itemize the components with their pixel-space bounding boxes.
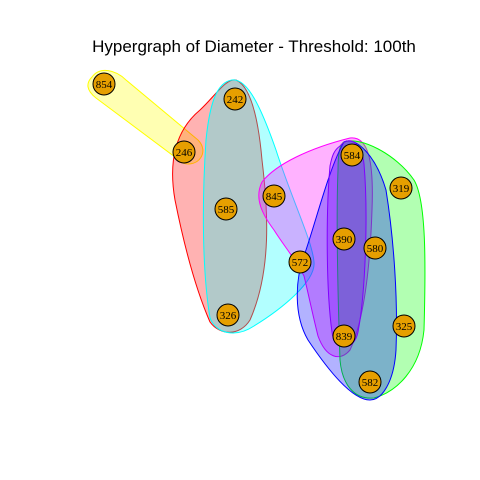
node-label: 325	[396, 321, 413, 333]
node-572: 572	[288, 250, 312, 274]
node-325: 325	[392, 314, 416, 338]
node-circle	[332, 324, 356, 348]
node-circle	[262, 184, 286, 208]
node-label: 390	[336, 234, 353, 246]
node-circle	[332, 227, 356, 251]
node-label: 572	[292, 257, 309, 269]
hyperedge-layer	[87, 69, 426, 401]
node-label: 845	[266, 191, 283, 203]
node-circle	[392, 314, 416, 338]
node-circle	[363, 236, 387, 260]
node-circle	[340, 143, 364, 167]
node-circle	[92, 72, 116, 96]
hyperedge-854-246	[87, 69, 204, 165]
node-label: 854	[96, 79, 113, 91]
hyperedge-584-390-580-839-582	[296, 140, 398, 401]
node-layer: 854 246 242 585 326 845 572 584 319 390 580 839 325 5…	[92, 72, 416, 394]
node-580: 580	[363, 236, 387, 260]
node-label: 242	[227, 94, 244, 106]
chart-title: Hypergraph of Diameter - Threshold: 100t…	[92, 37, 416, 56]
node-319: 319	[389, 176, 413, 200]
node-390: 390	[332, 227, 356, 251]
node-label: 246	[176, 147, 193, 159]
node-label: 582	[362, 377, 379, 389]
node-584: 584	[340, 143, 364, 167]
hyperedge-845-572-584-390-839	[258, 137, 373, 358]
node-circle	[389, 176, 413, 200]
node-circle	[223, 87, 247, 111]
node-839: 839	[332, 324, 356, 348]
node-854: 854	[92, 72, 116, 96]
node-label: 326	[220, 310, 237, 322]
node-246: 246	[172, 140, 196, 164]
node-label: 584	[344, 150, 361, 162]
node-242: 242	[223, 87, 247, 111]
hyperedge-242-585-326-572	[202, 79, 315, 334]
node-845: 845	[262, 184, 286, 208]
node-circle	[216, 303, 240, 327]
node-582: 582	[358, 370, 382, 394]
node-585: 585	[214, 197, 238, 221]
node-circle	[358, 370, 382, 394]
node-label: 839	[336, 331, 353, 343]
node-circle	[214, 197, 238, 221]
node-label: 580	[367, 243, 384, 255]
node-circle	[172, 140, 196, 164]
node-326: 326	[216, 303, 240, 327]
node-circle	[288, 250, 312, 274]
node-label: 319	[393, 183, 410, 195]
node-label: 585	[218, 204, 235, 216]
